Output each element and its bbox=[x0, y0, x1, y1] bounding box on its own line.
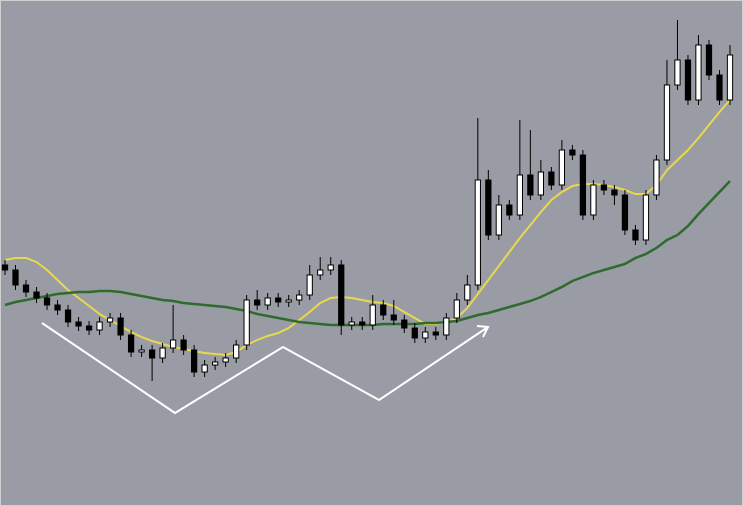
candle-body bbox=[212, 361, 219, 366]
candle-body bbox=[548, 171, 555, 186]
candle-body bbox=[275, 297, 282, 303]
candle-body bbox=[537, 171, 544, 196]
candle-body bbox=[579, 154, 587, 216]
candle-body bbox=[464, 284, 471, 301]
candle-body bbox=[296, 294, 303, 301]
candle-body bbox=[369, 304, 376, 326]
candle-body bbox=[569, 149, 576, 156]
candle-body bbox=[338, 264, 345, 326]
candle-body bbox=[390, 314, 397, 321]
candle-body bbox=[401, 319, 408, 329]
moving-average-line bbox=[4, 99, 731, 357]
candle-body bbox=[474, 179, 481, 286]
candle-body bbox=[85, 325, 93, 331]
candle-body bbox=[254, 299, 261, 306]
candle-body bbox=[127, 334, 135, 353]
candle-body bbox=[317, 269, 324, 276]
candle-body bbox=[201, 364, 208, 373]
candle-body bbox=[148, 349, 156, 359]
candle-body bbox=[705, 44, 713, 76]
candle-body bbox=[506, 204, 513, 216]
candle-body bbox=[411, 327, 418, 339]
candle-body bbox=[117, 317, 124, 336]
candle-body bbox=[169, 339, 177, 349]
candle-body bbox=[653, 159, 660, 196]
candle-body bbox=[191, 349, 198, 373]
candle-body bbox=[327, 264, 334, 271]
plot-area bbox=[1, 20, 734, 381]
candle-body bbox=[632, 229, 639, 241]
candle-body bbox=[264, 297, 271, 306]
candle-body bbox=[642, 194, 650, 241]
candle-body bbox=[233, 344, 240, 359]
candle-body bbox=[138, 349, 145, 353]
candle-body bbox=[695, 44, 702, 101]
candle-body bbox=[159, 347, 166, 359]
candle-body bbox=[611, 189, 618, 196]
candle-body bbox=[64, 309, 72, 323]
candle-body bbox=[726, 54, 734, 101]
candle-body bbox=[558, 149, 566, 186]
candle-body bbox=[306, 274, 313, 296]
candle-body bbox=[285, 299, 292, 303]
candle-body bbox=[432, 331, 439, 336]
candle-body bbox=[527, 174, 534, 196]
candle-body bbox=[348, 321, 355, 326]
candle-body bbox=[716, 74, 723, 101]
candle-body bbox=[516, 174, 523, 216]
candle-body bbox=[180, 339, 187, 351]
arrow-head bbox=[476, 325, 490, 338]
candle-body bbox=[684, 59, 692, 101]
candle-body bbox=[54, 304, 61, 311]
candle-body bbox=[663, 84, 671, 161]
candle-body bbox=[12, 269, 19, 286]
candle-body bbox=[600, 184, 608, 191]
candle-body bbox=[75, 321, 82, 327]
candle-body bbox=[674, 59, 681, 86]
zigzag-path bbox=[41, 322, 489, 415]
candle-body bbox=[495, 204, 502, 236]
candle-body bbox=[222, 357, 229, 363]
candle-body bbox=[1, 264, 9, 271]
candle-body bbox=[485, 179, 492, 236]
candle-body bbox=[359, 321, 366, 326]
candle-body bbox=[380, 304, 387, 316]
candle-body bbox=[33, 291, 40, 299]
candle-body bbox=[621, 194, 629, 231]
candle-body bbox=[590, 184, 597, 216]
candle-body bbox=[422, 331, 429, 339]
candle-body bbox=[243, 299, 250, 346]
candle-body bbox=[43, 297, 51, 306]
candle-body bbox=[96, 321, 103, 331]
moving-average-line bbox=[4, 180, 731, 327]
candle-body bbox=[443, 317, 450, 336]
zigzag-annotation bbox=[41, 322, 490, 415]
candle-body bbox=[453, 299, 460, 319]
candle-body bbox=[22, 284, 30, 293]
candle-body bbox=[106, 317, 114, 323]
